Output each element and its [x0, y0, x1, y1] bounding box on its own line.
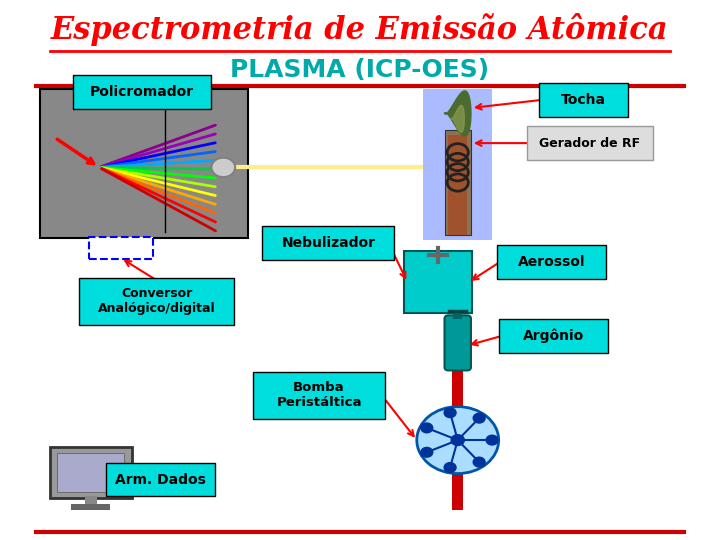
FancyBboxPatch shape: [79, 278, 234, 325]
Polygon shape: [444, 91, 471, 136]
FancyBboxPatch shape: [527, 126, 652, 160]
Text: Gerador de RF: Gerador de RF: [539, 137, 640, 150]
Text: Conversor
Analógico/digital: Conversor Analógico/digital: [98, 287, 215, 315]
FancyBboxPatch shape: [89, 237, 153, 259]
Text: PLASMA (ICP-OES): PLASMA (ICP-OES): [230, 58, 490, 82]
FancyBboxPatch shape: [40, 89, 248, 238]
Circle shape: [473, 413, 485, 423]
Circle shape: [451, 435, 464, 446]
FancyBboxPatch shape: [423, 89, 492, 240]
Text: Nebulizador: Nebulizador: [282, 236, 375, 250]
Circle shape: [421, 448, 433, 457]
FancyBboxPatch shape: [106, 463, 215, 496]
FancyBboxPatch shape: [71, 504, 109, 510]
FancyBboxPatch shape: [404, 251, 472, 313]
Text: Aerossol: Aerossol: [518, 255, 585, 269]
Circle shape: [212, 158, 235, 177]
FancyBboxPatch shape: [539, 83, 628, 117]
FancyBboxPatch shape: [444, 130, 471, 235]
FancyBboxPatch shape: [449, 135, 467, 235]
Text: Tocha: Tocha: [561, 93, 606, 107]
FancyBboxPatch shape: [497, 245, 606, 279]
Circle shape: [417, 407, 499, 474]
FancyBboxPatch shape: [73, 75, 212, 109]
Text: Arm. Dados: Arm. Dados: [115, 472, 206, 487]
FancyBboxPatch shape: [57, 453, 125, 492]
Polygon shape: [451, 105, 464, 132]
Text: Espectrometria de Emissão Atômica: Espectrometria de Emissão Atômica: [51, 13, 669, 46]
FancyBboxPatch shape: [253, 372, 385, 419]
Text: Argônio: Argônio: [523, 329, 584, 343]
Circle shape: [486, 435, 498, 445]
FancyBboxPatch shape: [453, 310, 462, 319]
FancyBboxPatch shape: [85, 496, 96, 504]
FancyBboxPatch shape: [50, 447, 132, 498]
Circle shape: [444, 463, 456, 472]
FancyBboxPatch shape: [452, 340, 463, 510]
Circle shape: [444, 408, 456, 417]
Text: Bomba
Peristáltica: Bomba Peristáltica: [276, 381, 362, 409]
Text: Policromador: Policromador: [90, 85, 194, 99]
FancyBboxPatch shape: [499, 319, 608, 353]
Circle shape: [421, 423, 433, 433]
FancyBboxPatch shape: [444, 315, 471, 370]
FancyBboxPatch shape: [262, 226, 395, 260]
Circle shape: [473, 457, 485, 467]
